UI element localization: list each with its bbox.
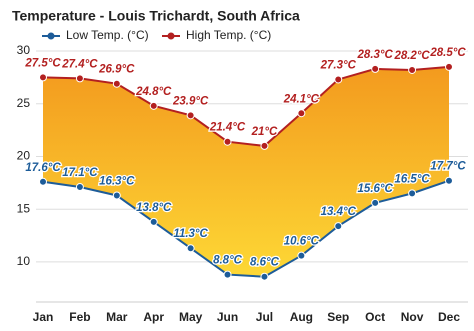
x-tick-label: Apr [143, 310, 164, 324]
data-label: 28.3°C [357, 49, 394, 61]
data-label: 13.4°C [321, 206, 357, 218]
y-tick-label: 20 [17, 149, 31, 163]
data-point [112, 79, 121, 88]
data-label: 23.9°C [172, 95, 209, 107]
x-tick-label: Sep [327, 310, 349, 324]
data-label: 8.6°C [250, 257, 280, 269]
y-tick-label: 10 [17, 254, 31, 268]
data-label: 13.8°C [136, 202, 172, 214]
data-point [75, 183, 84, 192]
data-label: 24.1°C [283, 93, 320, 105]
x-tick-label: Dec [438, 310, 460, 324]
x-tick-label: Feb [69, 310, 90, 324]
data-point [223, 137, 232, 146]
y-tick-label: 30 [17, 43, 31, 57]
y-tick-label: 15 [17, 201, 31, 215]
data-point [186, 244, 195, 253]
legend-label: Low Temp. (°C) [66, 28, 149, 42]
data-point [39, 177, 47, 186]
data-label: 21°C [251, 126, 278, 138]
range-band [43, 66, 449, 277]
data-point [408, 189, 417, 198]
data-point [297, 251, 306, 260]
x-tick-label: Nov [401, 310, 424, 324]
data-label: 11.3°C [173, 228, 208, 240]
data-label: 27.3°C [320, 60, 357, 72]
legend-label: High Temp. (°C) [186, 28, 271, 42]
data-label: 26.9°C [98, 64, 135, 76]
data-point [260, 272, 269, 281]
data-label: 27.4°C [61, 58, 98, 70]
data-label: 16.5°C [394, 173, 430, 185]
data-point [408, 65, 417, 74]
data-point [149, 217, 158, 226]
data-point [445, 176, 453, 185]
data-point [334, 222, 343, 231]
data-label: 21.4°C [209, 122, 246, 134]
data-point [75, 74, 84, 83]
series-line [42, 179, 450, 278]
x-tick-label: Jun [217, 310, 238, 324]
legend-marker [167, 32, 175, 40]
data-label: 24.8°C [135, 86, 172, 98]
data-label: 27.5°C [24, 57, 61, 69]
data-label: 15.6°C [358, 183, 394, 195]
chart-title: Temperature - Louis Trichardt, South Afr… [12, 8, 300, 24]
data-point [371, 198, 380, 207]
x-tick-label: May [179, 310, 203, 324]
legend-marker [47, 32, 55, 40]
data-point [112, 191, 121, 200]
data-label: 28.5°C [429, 47, 466, 59]
data-point [149, 101, 158, 110]
data-point [223, 270, 232, 279]
x-tick-label: Mar [106, 310, 128, 324]
data-point [297, 109, 306, 118]
data-point [445, 62, 453, 71]
data-point [334, 75, 343, 84]
data-label: 17.6°C [25, 162, 61, 174]
data-label: 17.7°C [430, 161, 466, 173]
data-point [39, 73, 47, 82]
x-tick-label: Jan [33, 310, 54, 324]
x-tick-label: Jul [256, 310, 273, 324]
data-point [371, 64, 380, 73]
x-tick-label: Oct [365, 310, 385, 324]
data-label: 28.2°C [393, 50, 430, 62]
data-label: 16.3°C [99, 176, 135, 188]
series-line [42, 65, 450, 147]
data-point [260, 141, 269, 150]
x-tick-label: Aug [290, 310, 313, 324]
data-point [186, 111, 195, 120]
data-label: 10.6°C [284, 236, 320, 248]
data-label: 17.1°C [62, 167, 98, 179]
y-tick-label: 25 [17, 96, 31, 110]
data-label: 8.8°C [213, 255, 243, 267]
